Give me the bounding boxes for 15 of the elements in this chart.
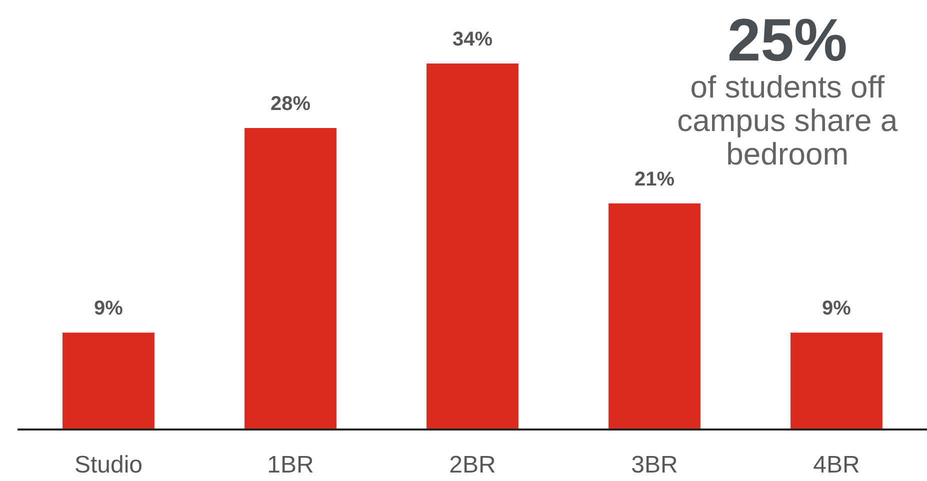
x-tick-label: Studio [74,452,143,478]
bar [244,128,336,430]
data-label: 34% [452,28,493,50]
bar [608,203,700,430]
x-tick-label: 4BR [813,452,860,478]
data-label: 9% [822,298,852,320]
x-tick-label: 1BR [267,452,314,478]
bar [790,332,882,430]
data-label: 9% [94,298,124,320]
bar [426,63,518,430]
data-label: 21% [634,168,675,190]
data-label: 28% [270,93,311,116]
x-tick-label: 3BR [631,452,678,478]
x-tick-label: 2BR [449,452,496,478]
bar [62,332,154,430]
